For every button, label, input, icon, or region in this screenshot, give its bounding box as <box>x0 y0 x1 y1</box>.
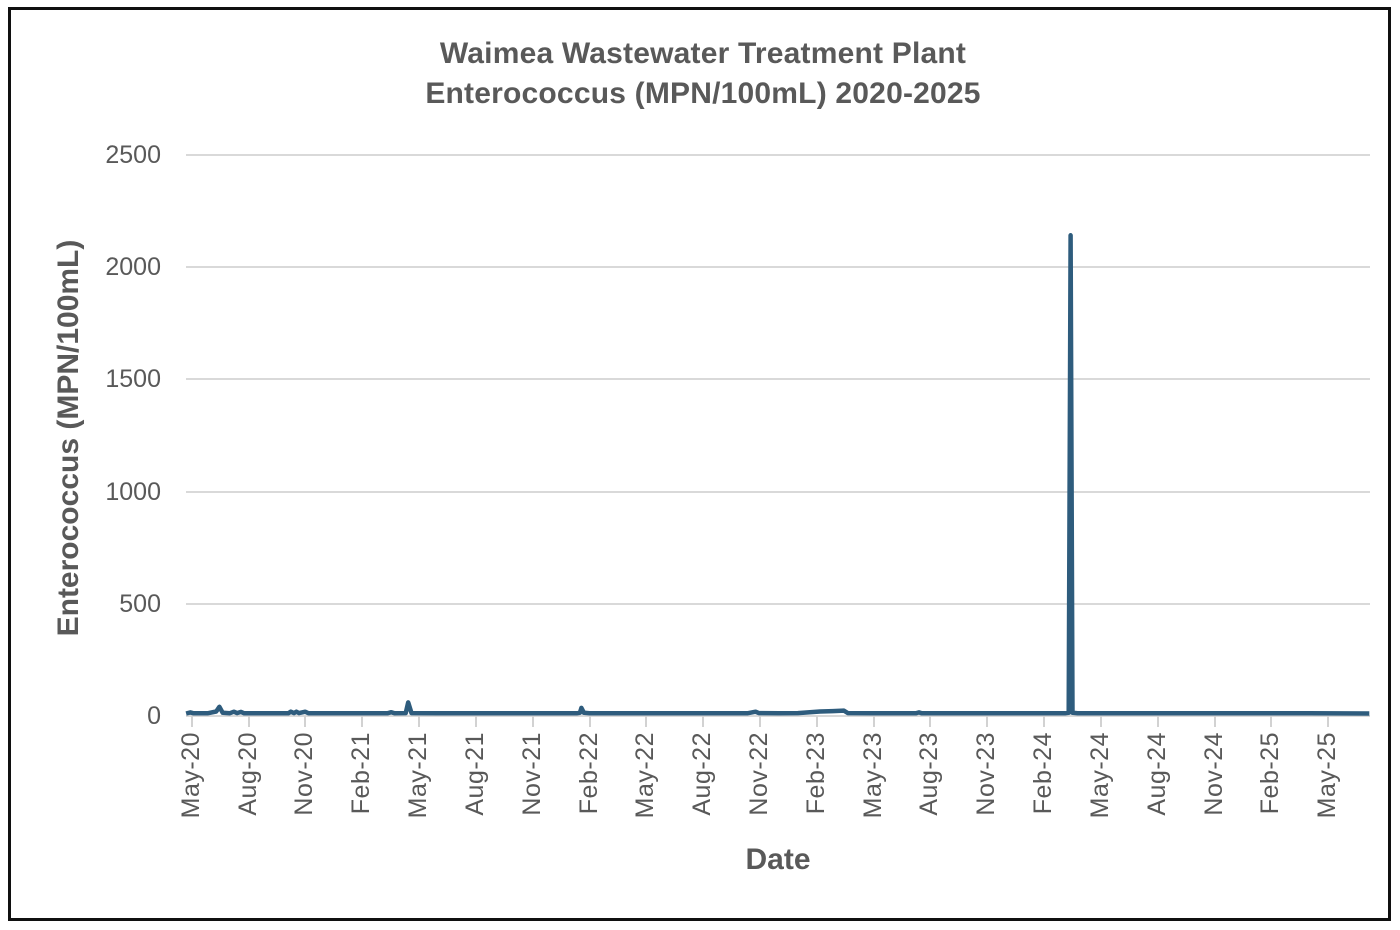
plot-area <box>185 154 1370 717</box>
x-tick-label-Feb-25: Feb-25 <box>1256 732 1285 815</box>
x-tick-label-Aug-22: Aug-22 <box>688 732 717 816</box>
x-axis-title: Date <box>745 843 811 876</box>
x-tick-mark-Feb-24 <box>1043 716 1046 727</box>
x-tick-label-Aug-23: Aug-23 <box>915 732 944 816</box>
x-axis: May-20 Aug-20 Nov-20 Feb-21 May-21 Aug-21 Nov-… <box>177 716 1370 841</box>
y-tick-label-1000: 1000 <box>105 477 161 506</box>
x-tick-label-Feb-21: Feb-21 <box>347 732 376 815</box>
enterococcus-series-polyline <box>185 233 1370 716</box>
x-tick-mark-May-22 <box>645 716 648 727</box>
x-tick-label-Nov-21: Nov-21 <box>517 732 546 816</box>
x-tick-label-Aug-21: Aug-21 <box>460 732 489 816</box>
x-tick-mark-May-20 <box>190 716 193 727</box>
x-tick-label-Feb-22: Feb-22 <box>574 732 603 815</box>
chart-title-line-2: Enterococcus (MPN/100mL) 2020-2025 <box>425 76 981 110</box>
gridline-y-1500 <box>186 378 1370 381</box>
x-tick-label-May-22: May-22 <box>631 732 660 819</box>
x-tick-mark-Feb-21 <box>361 716 364 727</box>
x-tick-mark-Feb-25 <box>1270 716 1273 727</box>
x-tick-label-May-23: May-23 <box>858 732 887 819</box>
data-series-line <box>185 233 1370 716</box>
x-tick-mark-Feb-22 <box>588 716 591 727</box>
x-tick-mark-May-25 <box>1327 716 1330 727</box>
x-tick-mark-Feb-23 <box>815 716 818 727</box>
chart-title: Waimea Wastewater Treatment Plant Entero… <box>11 34 1395 113</box>
x-tick-label-May-21: May-21 <box>404 732 432 819</box>
y-tick-label-0: 0 <box>147 702 161 730</box>
x-tick-mark-Aug-21 <box>474 716 477 727</box>
y-tick-label-2500: 2500 <box>105 141 161 169</box>
x-tick-label-Aug-24: Aug-24 <box>1142 732 1171 816</box>
x-tick-label-May-24: May-24 <box>1085 732 1114 819</box>
x-tick-mark-Aug-24 <box>1156 716 1159 727</box>
y-axis-title: Enterococcus (MPN/100mL) <box>52 239 85 637</box>
y-tick-label-2000: 2000 <box>105 253 161 282</box>
x-tick-mark-Aug-22 <box>702 716 705 727</box>
x-tick-label-Nov-23: Nov-23 <box>972 732 1001 816</box>
gridline-y-0 <box>186 715 1370 717</box>
x-tick-label-Aug-20: Aug-20 <box>233 732 262 816</box>
x-tick-mark-Aug-23 <box>929 716 932 727</box>
x-tick-mark-Nov-23 <box>986 716 989 727</box>
y-tick-label-1500: 1500 <box>105 365 161 394</box>
x-tick-mark-Nov-20 <box>304 716 307 727</box>
x-tick-label-Feb-24: Feb-24 <box>1029 732 1058 815</box>
x-tick-label-Nov-22: Nov-22 <box>745 732 773 816</box>
x-tick-mark-Nov-24 <box>1213 716 1216 727</box>
x-tick-mark-May-24 <box>1099 716 1102 727</box>
x-tick-label-May-25: May-25 <box>1313 732 1342 819</box>
x-tick-mark-May-23 <box>872 716 875 727</box>
x-tick-mark-Nov-22 <box>759 716 761 727</box>
x-tick-label-Nov-24: Nov-24 <box>1199 732 1228 816</box>
gridline-y-2500 <box>186 154 1370 156</box>
x-tick-mark-Aug-20 <box>247 716 250 727</box>
x-tick-mark-May-21 <box>418 716 420 727</box>
y-tick-label-500: 500 <box>119 589 161 618</box>
x-tick-label-Feb-23: Feb-23 <box>801 732 830 815</box>
x-tick-label-May-20: May-20 <box>176 732 205 819</box>
x-tick-label-Nov-20: Nov-20 <box>290 732 319 816</box>
gridline-y-2000 <box>186 266 1370 269</box>
chart-outer-frame: Waimea Wastewater Treatment Plant Entero… <box>8 7 1391 921</box>
gridline-y-500 <box>186 602 1370 605</box>
gridline-y-1000 <box>186 490 1370 493</box>
x-tick-mark-Nov-21 <box>531 716 534 727</box>
chart-title-line-1: Waimea Wastewater Treatment Plant <box>439 37 967 70</box>
